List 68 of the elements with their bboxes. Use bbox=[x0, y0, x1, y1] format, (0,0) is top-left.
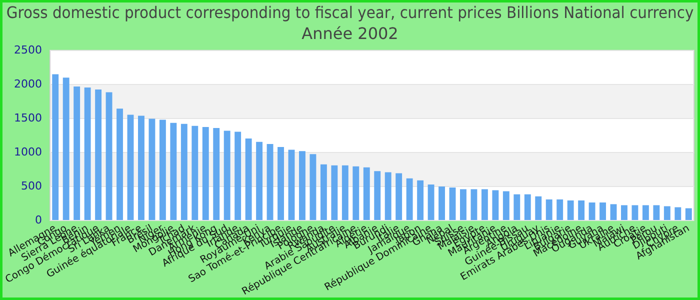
bar bbox=[600, 202, 606, 220]
bar bbox=[170, 122, 177, 220]
bar bbox=[449, 188, 456, 220]
bar bbox=[502, 191, 510, 220]
bar bbox=[524, 194, 531, 220]
bar bbox=[514, 194, 520, 220]
bar bbox=[62, 78, 70, 220]
bar bbox=[588, 202, 596, 220]
bar bbox=[234, 132, 242, 220]
bar bbox=[396, 173, 402, 220]
bar bbox=[266, 144, 274, 220]
y-tick-label: 2000 bbox=[14, 77, 42, 90]
bar bbox=[278, 147, 284, 220]
bar bbox=[192, 126, 198, 220]
bar bbox=[245, 138, 252, 220]
bar bbox=[148, 118, 156, 220]
bar bbox=[685, 208, 692, 220]
bar bbox=[492, 190, 499, 220]
bar bbox=[610, 204, 617, 220]
bar bbox=[127, 114, 134, 220]
bar bbox=[310, 154, 316, 220]
bar bbox=[481, 189, 488, 220]
bar bbox=[84, 87, 91, 220]
bar bbox=[320, 164, 327, 220]
chart-subtitle: Année 2002 bbox=[302, 24, 398, 43]
bar bbox=[374, 171, 381, 220]
bar bbox=[438, 186, 445, 220]
bar bbox=[342, 165, 348, 220]
bar bbox=[331, 165, 338, 220]
bar bbox=[202, 126, 209, 220]
bar bbox=[460, 189, 466, 220]
bar bbox=[567, 200, 574, 220]
bar bbox=[256, 142, 263, 220]
bar bbox=[95, 90, 102, 220]
y-tick-label: 2500 bbox=[14, 43, 42, 56]
bar bbox=[288, 150, 295, 220]
bar bbox=[224, 130, 230, 220]
bar bbox=[428, 184, 434, 220]
bar bbox=[535, 196, 542, 220]
bar bbox=[578, 200, 585, 220]
bar bbox=[621, 205, 628, 220]
bar bbox=[138, 116, 144, 220]
y-tick-label: 1500 bbox=[14, 111, 42, 124]
bar bbox=[632, 205, 638, 220]
chart-title: Gross domestic product corresponding to fiscal year, current prices Billions National currency bbox=[6, 3, 694, 22]
bar bbox=[406, 178, 413, 220]
bar bbox=[106, 92, 112, 220]
bar bbox=[363, 167, 370, 220]
bar bbox=[180, 124, 188, 220]
bar bbox=[116, 108, 123, 220]
bar bbox=[52, 74, 59, 220]
y-tick-label: 500 bbox=[20, 179, 42, 192]
bar bbox=[546, 199, 552, 220]
bar bbox=[352, 166, 360, 220]
bar bbox=[159, 120, 166, 220]
bar bbox=[653, 205, 660, 220]
y-tick-label: 0 bbox=[34, 213, 42, 226]
bar bbox=[556, 199, 564, 220]
bar bbox=[417, 180, 424, 220]
bar bbox=[664, 206, 670, 220]
bar bbox=[299, 151, 306, 220]
bar bbox=[642, 205, 649, 220]
bar bbox=[384, 172, 392, 220]
bar bbox=[470, 189, 478, 220]
bar bbox=[74, 86, 80, 220]
y-tick-label: 1000 bbox=[14, 145, 42, 158]
bar bbox=[674, 207, 682, 220]
bar bbox=[213, 128, 220, 220]
